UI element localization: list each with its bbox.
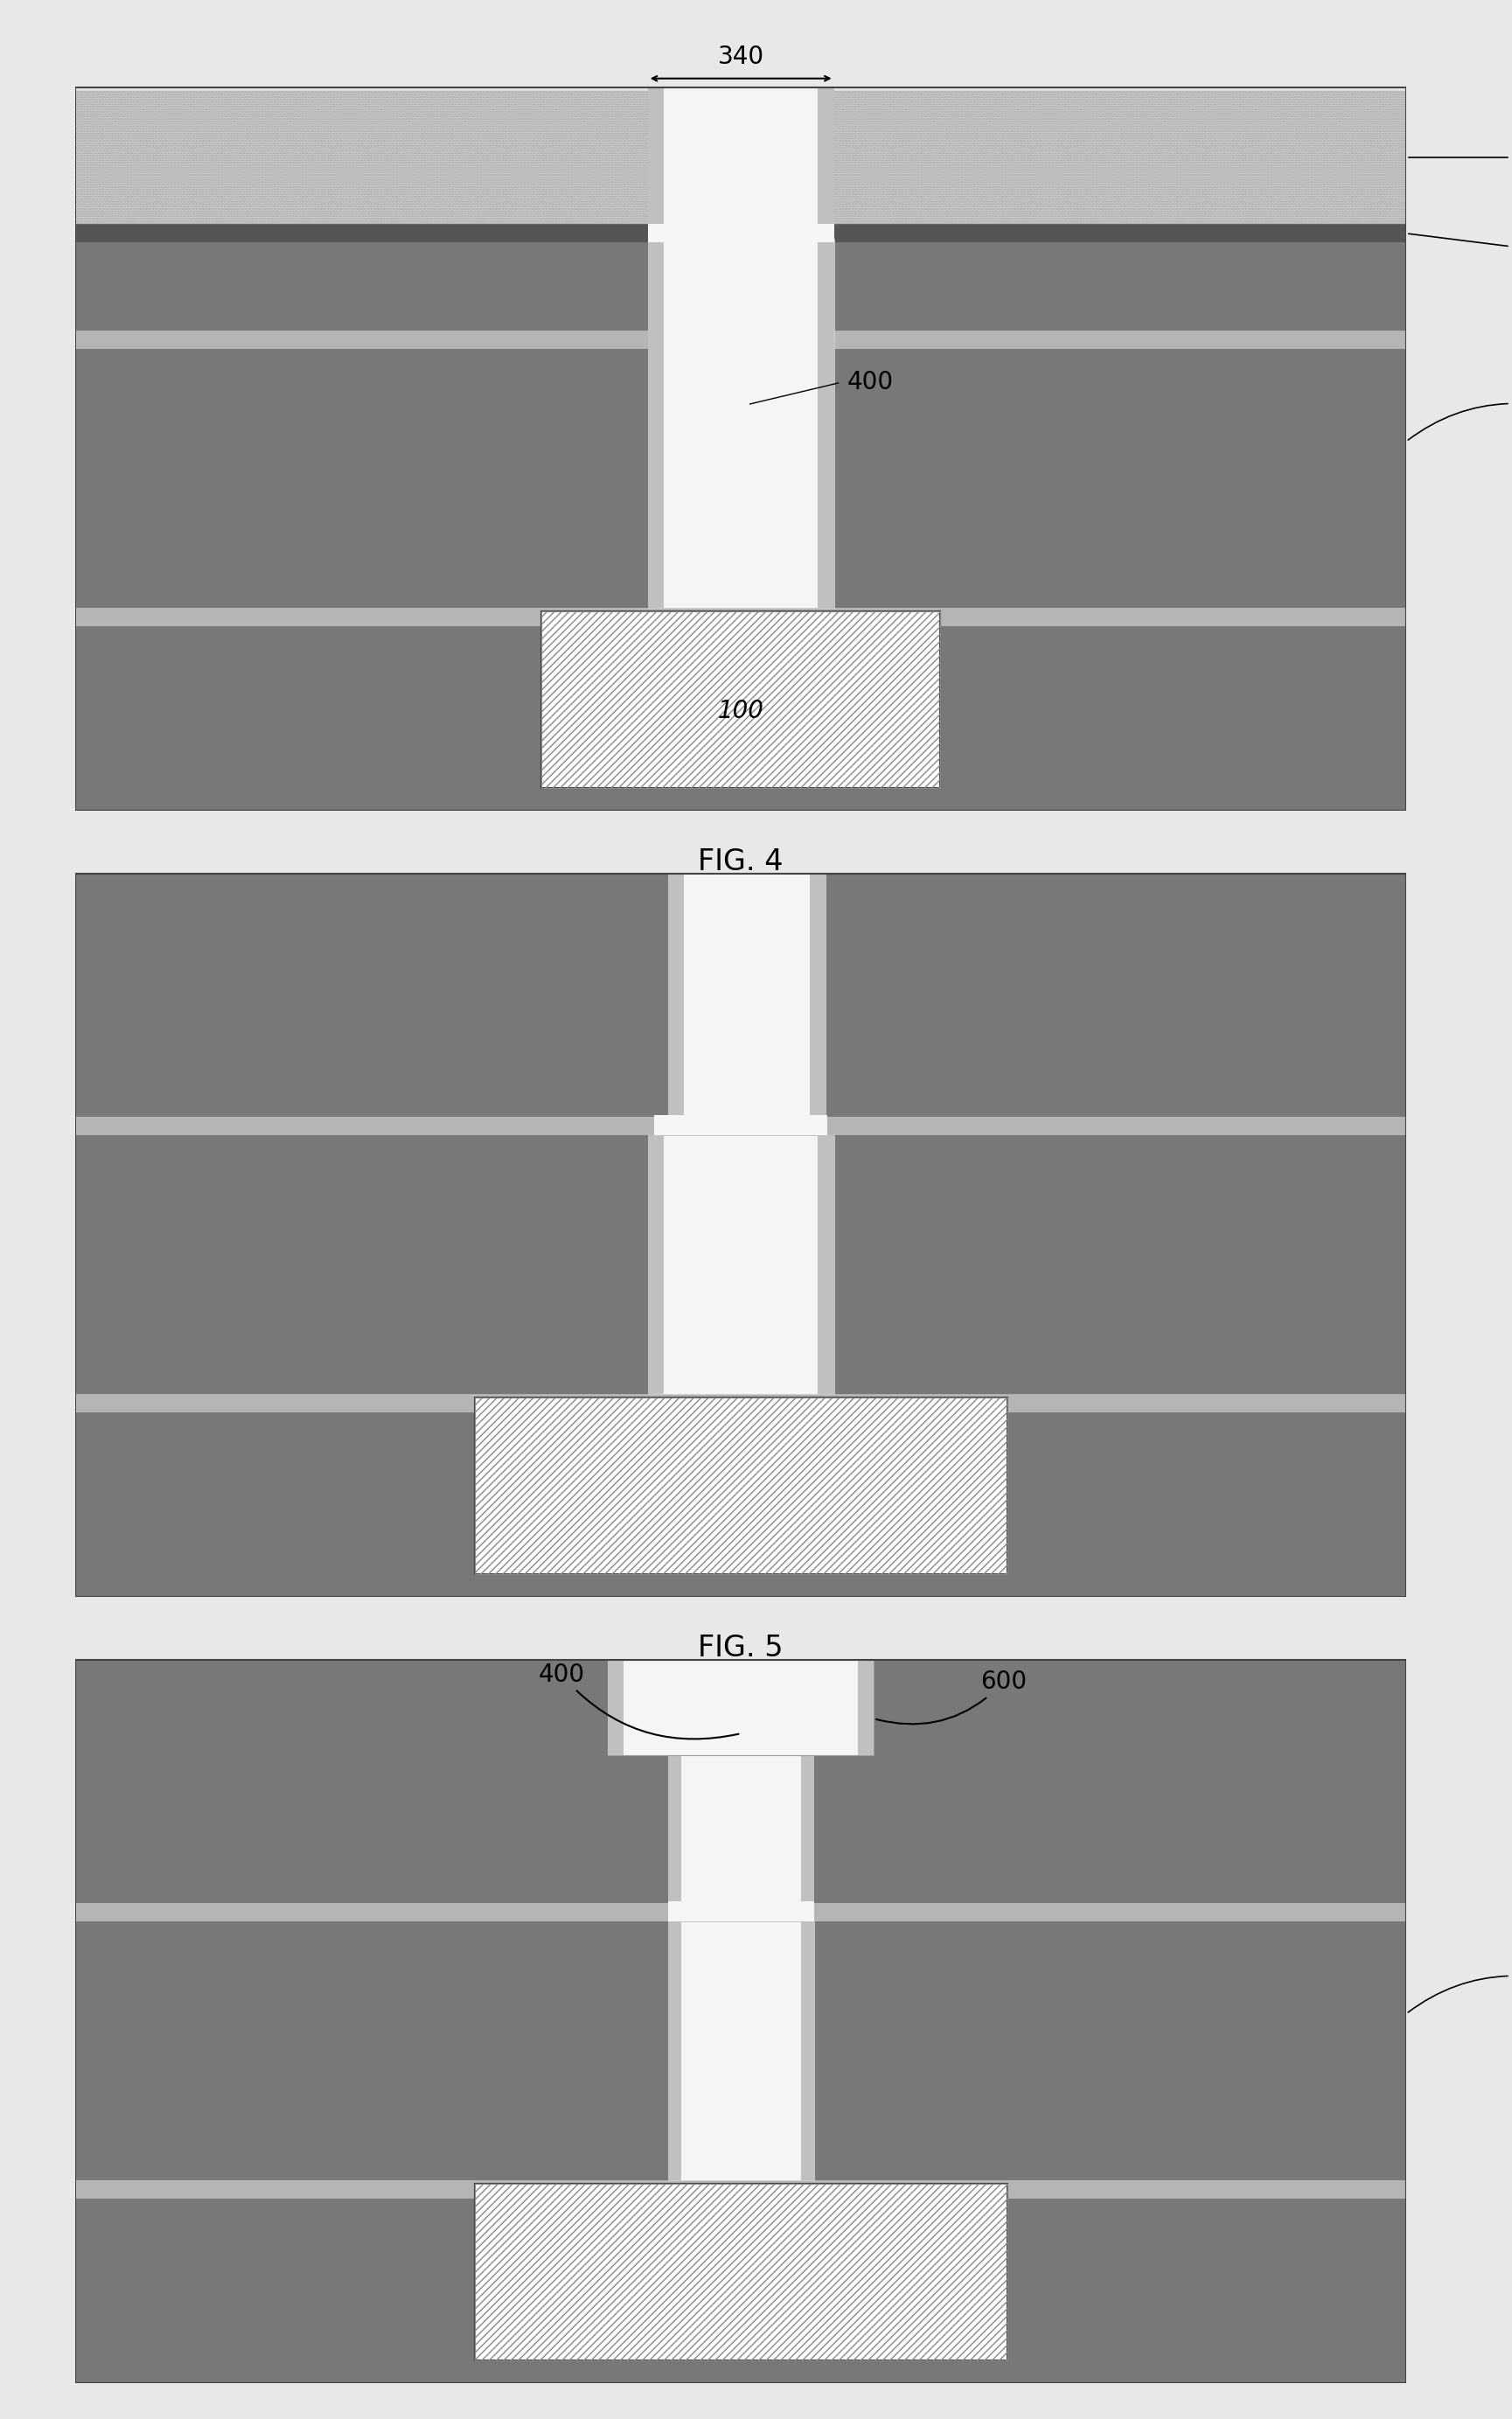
- Bar: [668, 1901, 813, 1921]
- Bar: [76, 1921, 1406, 2180]
- Text: 310: 310: [1409, 145, 1512, 169]
- Text: FIG. 5: FIG. 5: [699, 1633, 783, 1662]
- Bar: [76, 607, 1406, 627]
- Bar: [76, 225, 1406, 242]
- Bar: [76, 1413, 1406, 1597]
- Text: 400: 400: [847, 370, 894, 394]
- Bar: [76, 92, 1406, 225]
- Bar: [668, 873, 683, 1118]
- Text: FIG. 4: FIG. 4: [699, 847, 783, 876]
- Bar: [76, 1659, 1406, 1904]
- Bar: [668, 873, 813, 1118]
- Bar: [475, 1398, 1007, 1575]
- Bar: [647, 225, 835, 242]
- Text: 200: 200: [1408, 392, 1512, 440]
- Bar: [810, 873, 826, 1118]
- Bar: [668, 1921, 813, 2180]
- Bar: [475, 1398, 1007, 1575]
- Bar: [655, 1115, 827, 1135]
- Bar: [818, 1135, 835, 1393]
- Text: 320: 320: [1409, 235, 1512, 261]
- Bar: [647, 239, 835, 607]
- Bar: [647, 87, 664, 225]
- Bar: [801, 1717, 813, 1904]
- Text: 400: 400: [538, 1662, 738, 1739]
- Bar: [647, 1118, 835, 1135]
- Bar: [647, 1135, 835, 1393]
- Text: 340: 340: [718, 44, 764, 68]
- Bar: [818, 87, 835, 225]
- Text: 600: 600: [877, 1669, 1027, 1725]
- Bar: [541, 612, 940, 789]
- Bar: [475, 2184, 1007, 2361]
- Bar: [76, 2199, 1406, 2383]
- Bar: [76, 331, 1406, 348]
- Bar: [857, 1659, 874, 1756]
- Bar: [76, 2180, 1406, 2199]
- Bar: [76, 242, 1406, 331]
- Bar: [76, 1135, 1406, 1393]
- Bar: [76, 1904, 1406, 1921]
- Bar: [668, 1921, 680, 2180]
- Polygon shape: [608, 1659, 874, 1756]
- Bar: [647, 87, 835, 225]
- Bar: [668, 1717, 680, 1904]
- Bar: [608, 1659, 624, 1756]
- Bar: [76, 92, 1406, 225]
- Text: 100: 100: [718, 699, 764, 723]
- Bar: [475, 2184, 1007, 2361]
- Bar: [647, 1135, 664, 1393]
- Bar: [818, 239, 835, 607]
- Bar: [541, 612, 940, 789]
- Bar: [76, 1393, 1406, 1413]
- Bar: [668, 1717, 813, 1904]
- Bar: [76, 873, 1406, 1118]
- Bar: [76, 627, 1406, 810]
- Bar: [801, 1921, 813, 2180]
- Bar: [76, 348, 1406, 607]
- Text: 200: 200: [1408, 1964, 1512, 2013]
- Bar: [647, 239, 664, 607]
- Bar: [76, 1118, 1406, 1135]
